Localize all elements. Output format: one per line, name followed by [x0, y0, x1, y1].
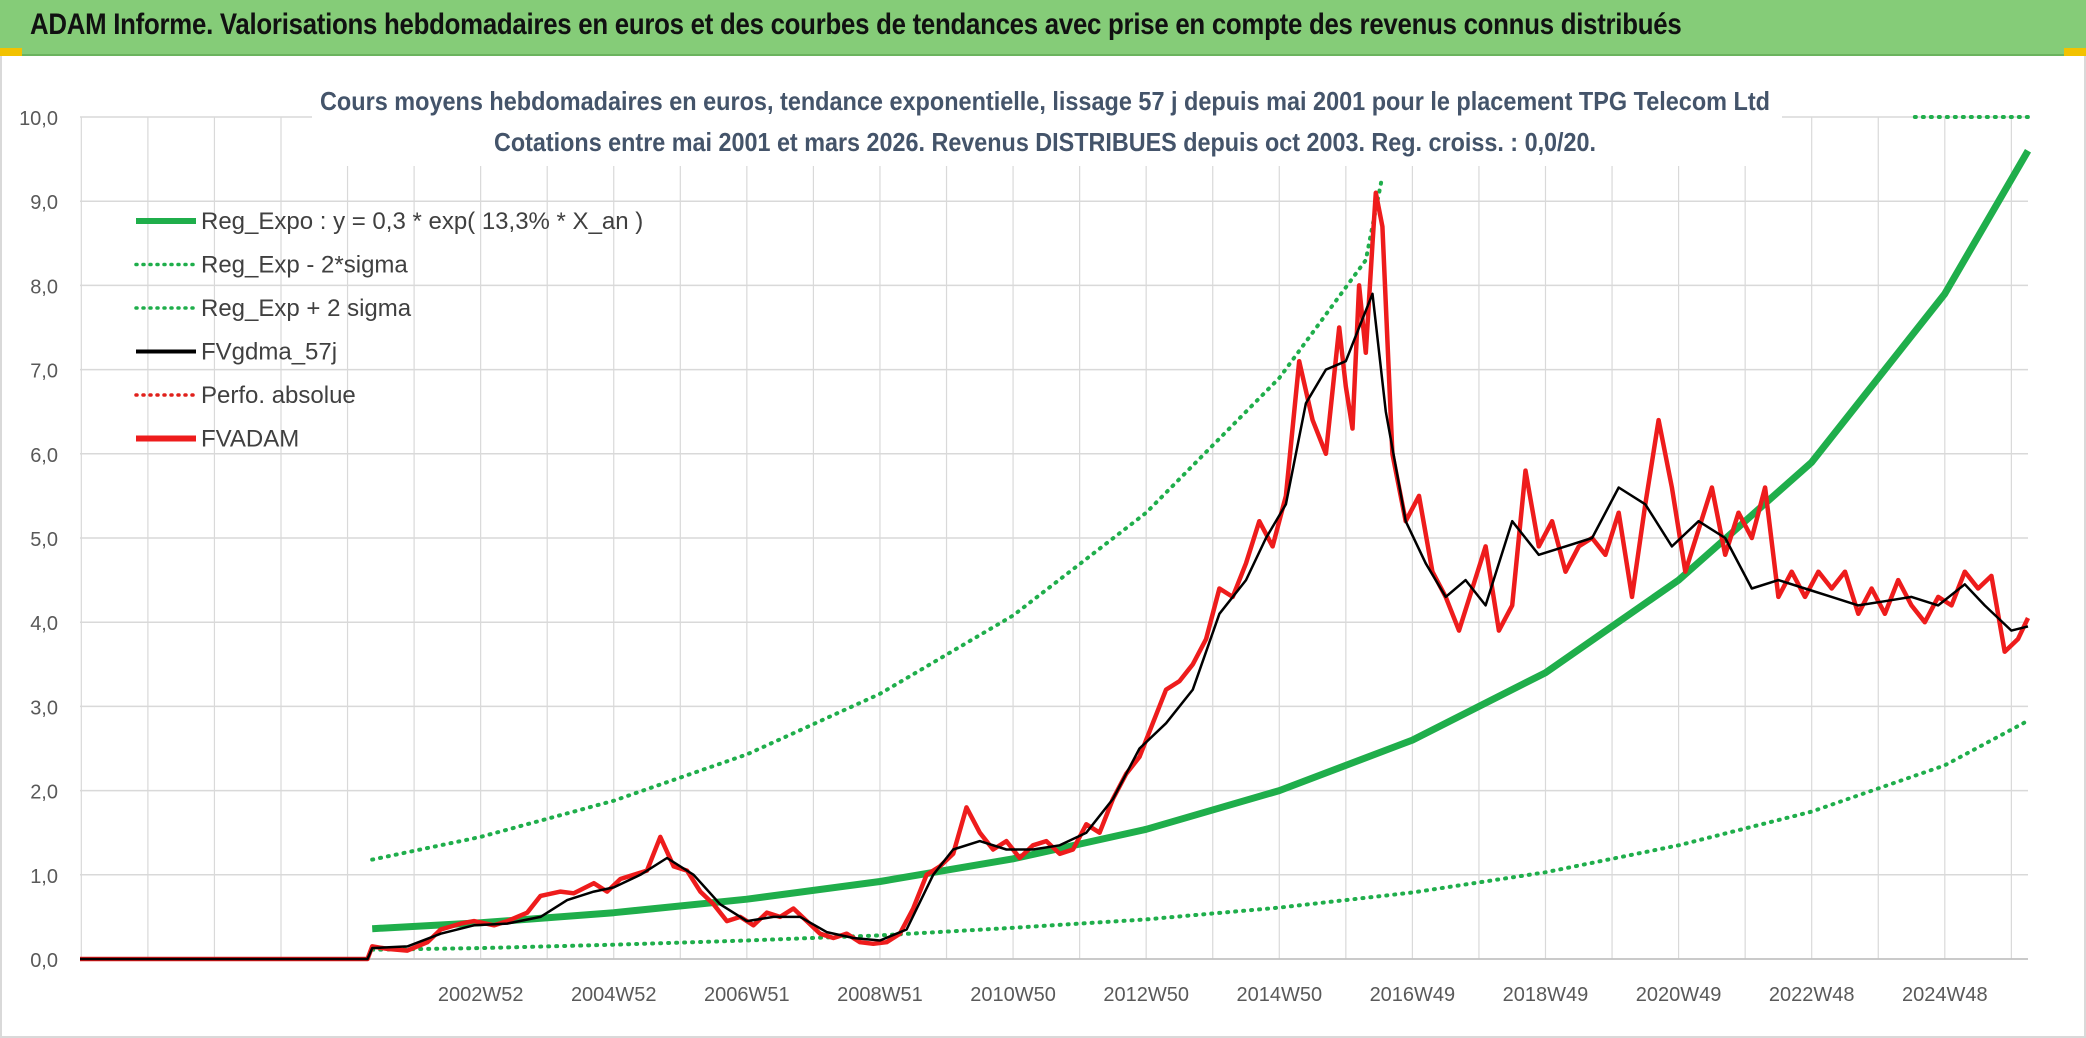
- series-reg-expo: [372, 148, 2032, 933]
- legend-label: FVADAM: [201, 426, 299, 453]
- x-tick-label: 2024W48: [1902, 984, 1988, 1006]
- y-tick-label: 2,0: [30, 782, 58, 804]
- series-fvgdma-57j: [80, 292, 2029, 961]
- y-tick-label: 5,0: [30, 529, 58, 551]
- legend-label: FVgdma_57j: [201, 339, 337, 366]
- x-tick-label: 2008W51: [837, 984, 923, 1006]
- legend-label: Reg_Expo : y = 0,3 * exp( 13,3% * X_an ): [201, 208, 643, 235]
- x-tick-label: 2016W49: [1370, 984, 1456, 1006]
- grid-lines: [80, 116, 2028, 960]
- series-fvadam: [80, 190, 2031, 962]
- series-reg-exp-minus-2sigma: [370, 718, 2030, 952]
- banner-corner-right: [2064, 48, 2086, 56]
- title-background: [312, 80, 1782, 166]
- y-tick-label: 3,0: [30, 697, 58, 719]
- y-tick-label: 9,0: [30, 192, 58, 214]
- y-axis-tick-labels: 0,0 1,0 2,0 3,0 4,0 5,0 6,0 7,0 8,0 9,0 10,0: [19, 108, 58, 972]
- legend-label: Reg_Exp - 2*sigma: [201, 252, 408, 279]
- x-tick-label: 2020W49: [1636, 984, 1722, 1006]
- x-tick-label: 2012W50: [1103, 984, 1189, 1006]
- legend-label: Reg_Exp + 2 sigma: [201, 295, 412, 322]
- x-axis-tick-labels: 2002W52 2004W52 2006W51 2008W51 2010W50 2012W…: [438, 984, 1988, 1006]
- x-tick-label: 2006W51: [704, 984, 790, 1006]
- header-banner: ADAM Informe. Valorisations hebdomadaire…: [0, 0, 2086, 56]
- x-tick-label: 2010W50: [970, 984, 1056, 1006]
- x-tick-label: 2002W52: [438, 984, 524, 1006]
- series-group: [80, 115, 2032, 962]
- chart-title-line2: Cotations entre mai 2001 et mars 2026. R…: [494, 127, 1596, 157]
- x-tick-label: 2004W52: [571, 984, 657, 1006]
- x-tick-label: 2014W50: [1236, 984, 1322, 1006]
- y-tick-label: 8,0: [30, 276, 58, 298]
- y-tick-label: 1,0: [30, 866, 58, 888]
- y-tick-label: 4,0: [30, 613, 58, 635]
- series-reg-exp-plus-2sigma: [370, 173, 1385, 862]
- banner-title: ADAM Informe. Valorisations hebdomadaire…: [30, 8, 1682, 41]
- chart-title-line1: Cours moyens hebdomadaires en euros, ten…: [320, 86, 1770, 116]
- x-tick-label: 2022W48: [1769, 984, 1855, 1006]
- legend-label: Perfo. absolue: [201, 382, 356, 409]
- chart-legend: Reg_Expo : y = 0,3 * exp( 13,3% * X_an )…: [134, 208, 643, 453]
- plot-area-frame: [0, 56, 2086, 1038]
- y-tick-label: 6,0: [30, 445, 58, 467]
- y-tick-label: 0,0: [30, 950, 58, 972]
- chart-title: Cours moyens hebdomadaires en euros, ten…: [312, 80, 1782, 166]
- y-tick-label: 7,0: [30, 361, 58, 383]
- banner-corner-left: [0, 48, 22, 56]
- x-tick-label: 2018W49: [1503, 984, 1589, 1006]
- y-tick-label: 10,0: [19, 108, 58, 130]
